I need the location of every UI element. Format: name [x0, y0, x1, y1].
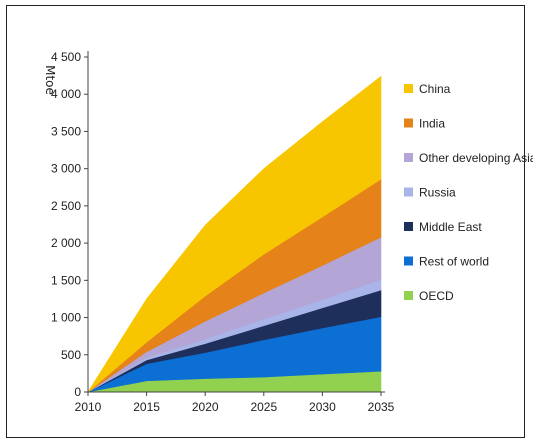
- y-axis-label: Mtoe: [43, 65, 57, 95]
- legend-item-other-developing-asia: Other developing Asia: [404, 151, 533, 165]
- x-tick-label: 2010: [75, 400, 102, 414]
- legend-label: Other developing Asia: [419, 151, 533, 165]
- legend-item-india: India: [404, 117, 445, 131]
- y-tick-label: 3 500: [51, 124, 81, 138]
- legend-swatch: [404, 153, 413, 162]
- legend-item-oecd: OECD: [404, 289, 454, 303]
- legend-label: OECD: [419, 289, 454, 303]
- legend-swatch: [404, 84, 413, 93]
- y-tick-label: 0: [74, 385, 81, 399]
- y-tick-label: 2 500: [51, 199, 81, 213]
- legend-item-russia: Russia: [404, 186, 456, 200]
- x-tick-label: 2015: [133, 400, 160, 414]
- area-china: [87, 75, 382, 393]
- legend-label: India: [419, 117, 445, 131]
- legend-label: Rest of world: [419, 255, 489, 269]
- y-tick-label: 1 000: [51, 311, 81, 325]
- x-tick-label: 2035: [368, 400, 395, 414]
- legend-item-rest-of-world: Rest of world: [404, 255, 489, 269]
- y-tick-label: 2 000: [51, 236, 81, 250]
- x-tick-label: 2030: [309, 400, 336, 414]
- legend-swatch: [404, 118, 413, 128]
- area-series-group: [87, 75, 382, 393]
- x-tick-label: 2025: [250, 400, 277, 414]
- legend: China India Other developing Asia Russia Mid…: [404, 82, 533, 303]
- x-tick-label: 2020: [192, 400, 219, 414]
- legend-label: Middle East: [419, 220, 482, 234]
- y-tick-label: 3 000: [51, 162, 81, 176]
- axes-group: 0 500 1 000 1 500 2 000 2 500 3 000 3 500 4 000 4…: [51, 50, 395, 414]
- legend-swatch: [404, 222, 413, 231]
- y-tick-label: 4 500: [51, 50, 81, 64]
- legend-swatch: [404, 187, 413, 197]
- legend-item-china: China: [404, 82, 451, 96]
- y-tick-label: 1 500: [51, 273, 81, 287]
- y-tick-label: 4 000: [51, 87, 81, 101]
- y-tick-label: 500: [61, 348, 81, 362]
- legend-label: Russia: [419, 186, 456, 200]
- legend-swatch: [404, 256, 413, 266]
- legend-label: China: [419, 82, 451, 96]
- legend-item-middle-east: Middle East: [404, 220, 482, 234]
- legend-swatch: [404, 291, 413, 300]
